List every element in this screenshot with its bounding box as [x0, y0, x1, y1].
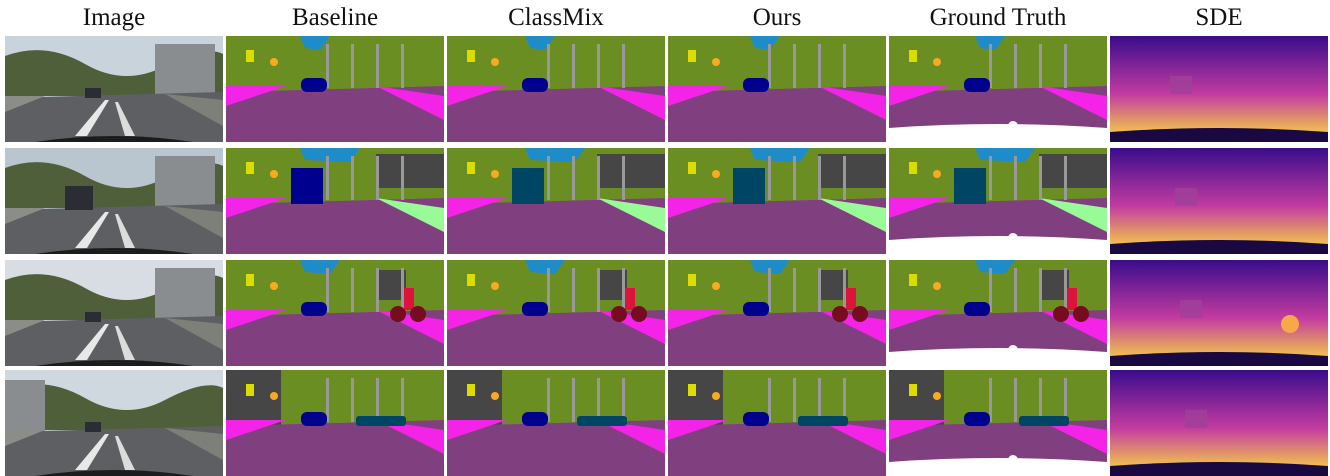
thumbnail-sde-row-3	[1110, 260, 1328, 366]
thumbnail-ground-truth-image	[889, 370, 1107, 476]
thumbnail-ground-truth-image	[889, 148, 1107, 254]
thumbnail-ours-image	[668, 260, 886, 366]
thumbnail-baseline-image	[226, 370, 444, 476]
thumbnail-photo-row-3	[5, 260, 223, 366]
thumbnail-baseline-image	[226, 260, 444, 366]
thumbnail-ground-truth-row-3	[889, 260, 1107, 366]
thumbnail-photo-image	[5, 36, 223, 142]
thumbnail-ours-row-4	[668, 370, 886, 476]
thumbnail-ours-row-1	[668, 36, 886, 142]
thumbnail-sde-image	[1110, 148, 1328, 254]
column-header-baseline: Baseline	[291, 4, 379, 31]
thumbnail-sde-image	[1110, 36, 1328, 142]
thumbnail-ground-truth-image	[889, 260, 1107, 366]
thumbnail-ours-row-2	[668, 148, 886, 254]
thumbnail-sde-row-2	[1110, 148, 1328, 254]
thumbnail-photo-row-1	[5, 36, 223, 142]
column-header-ground-truth: Ground Truth	[929, 4, 1067, 31]
thumbnail-ground-truth-image	[889, 36, 1107, 142]
thumbnail-photo-image	[5, 260, 223, 366]
thumbnail-sde-image	[1110, 370, 1328, 476]
column-header-classmix: ClassMix	[508, 4, 604, 31]
column-header-sde: SDE	[1195, 4, 1243, 31]
thumbnail-sde-image	[1110, 260, 1328, 366]
thumbnail-baseline-image	[226, 36, 444, 142]
thumbnail-ours-row-3	[668, 260, 886, 366]
thumbnail-photo-row-4	[5, 370, 223, 476]
thumbnail-ours-image	[668, 36, 886, 142]
thumbnail-photo-image	[5, 148, 223, 254]
thumbnail-ground-truth-row-1	[889, 36, 1107, 142]
thumbnail-ours-image	[668, 370, 886, 476]
thumbnail-classmix-row-1	[447, 36, 665, 142]
thumbnail-classmix-image	[447, 36, 665, 142]
thumbnail-baseline-row-2	[226, 148, 444, 254]
thumbnail-classmix-image	[447, 260, 665, 366]
thumbnail-classmix-image	[447, 370, 665, 476]
thumbnail-photo-image	[5, 370, 223, 476]
thumbnail-classmix-row-2	[447, 148, 665, 254]
thumbnail-baseline-image	[226, 148, 444, 254]
thumbnail-sde-row-4	[1110, 370, 1328, 476]
thumbnail-photo-row-2	[5, 148, 223, 254]
thumbnail-ground-truth-row-2	[889, 148, 1107, 254]
thumbnail-ground-truth-row-4	[889, 370, 1107, 476]
thumbnail-baseline-row-1	[226, 36, 444, 142]
thumbnail-classmix-row-3	[447, 260, 665, 366]
thumbnail-baseline-row-3	[226, 260, 444, 366]
column-header-ours: Ours	[752, 4, 802, 31]
column-header-image: Image	[82, 4, 146, 31]
thumbnail-classmix-row-4	[447, 370, 665, 476]
thumbnail-sde-row-1	[1110, 36, 1328, 142]
thumbnail-baseline-row-4	[226, 370, 444, 476]
thumbnail-ours-image	[668, 148, 886, 254]
thumbnail-classmix-image	[447, 148, 665, 254]
